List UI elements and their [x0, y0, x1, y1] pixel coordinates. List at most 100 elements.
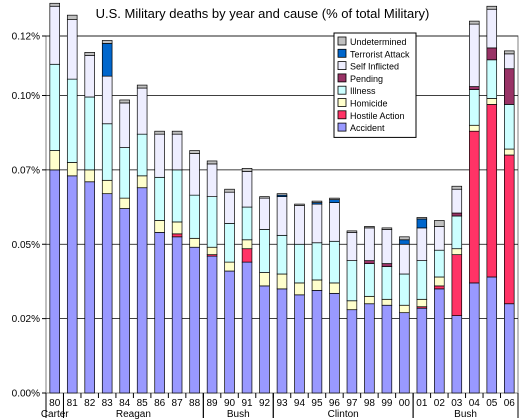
bar-segment-undetermined: [49, 2, 60, 7]
bar-segment-pending: [504, 68, 515, 105]
bar-segment-accident: [241, 261, 253, 394]
bar-segment-illness: [241, 206, 253, 241]
bar-segment-accident: [294, 294, 305, 394]
group-label: Carter: [41, 409, 69, 420]
bar-segment-homicide: [276, 273, 288, 290]
x-tick-label: 89: [207, 398, 219, 409]
bar-segment-undetermined: [469, 20, 480, 25]
bar-segment-homicide: [504, 148, 515, 156]
bar-segment-accident: [189, 246, 200, 394]
x-tick-label: 81: [67, 398, 79, 409]
bar-segment-illness: [486, 59, 498, 99]
bar-segment-homicide: [224, 261, 235, 272]
bar-segment-homicide: [119, 197, 130, 209]
legend-label: Homicide: [350, 99, 388, 109]
bar-segment-homicide: [66, 162, 78, 177]
bar-segment-illness: [399, 273, 410, 306]
legend-swatch: [337, 61, 347, 70]
bar-segment-illness: [206, 196, 218, 248]
bar-segment-undetermined: [451, 185, 463, 190]
bar-segment-undetermined: [416, 217, 428, 220]
bar-segment-accident: [66, 175, 78, 394]
bar-segment-accident: [434, 288, 445, 394]
group-label: Clinton: [328, 409, 359, 420]
bar-segment-illness: [66, 78, 78, 163]
bar-segment-homicide: [486, 98, 498, 105]
bar-segment-homicide: [364, 295, 375, 305]
bar-segment-illness: [119, 147, 130, 199]
bar-segment-self-inflicted: [329, 202, 340, 242]
legend-swatch: [337, 85, 347, 95]
bar-segment-pending: [451, 212, 463, 217]
legend-label: Accident: [350, 123, 385, 133]
bar-segment-self-inflicted: [241, 171, 253, 208]
x-tick-label: 94: [294, 398, 306, 409]
x-tick-label: 84: [119, 398, 131, 409]
bar-segment-self-inflicted: [259, 197, 270, 230]
bar-segment-self-inflicted: [49, 5, 60, 65]
bar-segment-homicide: [329, 282, 340, 294]
x-tick-label: 83: [102, 398, 114, 409]
legend-swatch: [337, 36, 347, 46]
x-tick-label: 80: [49, 398, 61, 409]
bar-segment-undetermined: [224, 188, 235, 193]
x-tick-label: 99: [381, 398, 393, 409]
x-tick-label: 04: [469, 398, 481, 409]
bar-segment-hostile-action: [469, 130, 480, 284]
bar-segment-homicide: [241, 239, 253, 250]
y-tick-label: 0.10%: [12, 91, 40, 102]
bar-segment-accident: [486, 276, 498, 394]
bar-segment-accident: [101, 193, 113, 394]
bar-segment-self-inflicted: [486, 8, 498, 49]
bar-segment-undetermined: [171, 130, 183, 135]
bar-segment-accident: [451, 315, 463, 394]
bar-segment-illness: [101, 123, 113, 181]
bar-segment-accident: [329, 292, 340, 394]
legend-swatch: [337, 122, 347, 132]
bar-segment-self-inflicted: [136, 87, 148, 135]
bar-segment-homicide: [206, 246, 218, 256]
bar-segment-illness: [416, 260, 428, 300]
legend-swatch: [337, 73, 347, 83]
bar-segment-accident: [364, 303, 375, 394]
legend-label: Pending: [350, 74, 383, 84]
x-tick-label: 02: [434, 398, 446, 409]
y-tick-label: 0.07%: [12, 165, 40, 176]
bar-segment-illness: [84, 96, 95, 171]
bar-segment-terrorist-attack: [329, 199, 340, 203]
bar-segment-accident: [416, 307, 428, 394]
y-tick-label: 0.12%: [12, 32, 40, 43]
group-label: Bush: [454, 409, 477, 420]
bar-segment-undetermined: [434, 220, 445, 227]
chart-title: U.S. Military deaths by year and cause (…: [95, 6, 430, 21]
bar-segment-homicide: [434, 276, 445, 287]
x-tick-label: 88: [189, 398, 201, 409]
bar-segment-undetermined: [399, 236, 410, 241]
bar-segment-self-inflicted: [434, 226, 445, 251]
bar-segment-accident: [119, 208, 130, 394]
legend-label: Terrorist Attack: [350, 49, 410, 59]
bar-segment-pending: [364, 260, 375, 264]
bar-segment-illness: [154, 176, 165, 221]
bar-segment-undetermined: [346, 230, 358, 233]
bar-segment-homicide: [136, 175, 148, 189]
bar-segment-homicide: [311, 279, 323, 291]
legend-label: Self Inflicted: [350, 62, 399, 72]
bar-segment-accident: [171, 236, 183, 394]
bar-segment-self-inflicted: [294, 205, 305, 245]
bar-segment-undetermined: [136, 84, 148, 89]
bar-segment-accident: [399, 312, 410, 394]
bar-segment-illness: [329, 240, 340, 284]
bar-segment-undetermined: [189, 150, 200, 154]
bar-segment-self-inflicted: [189, 153, 200, 196]
x-tick-label: 97: [346, 398, 358, 409]
bar-segment-undetermined: [206, 160, 218, 165]
bar-segment-self-inflicted: [469, 23, 480, 87]
legend-label: Illness: [350, 86, 376, 96]
bar-segment-illness: [451, 215, 463, 250]
bar-segment-illness: [136, 133, 148, 177]
bar-segment-homicide: [346, 300, 358, 311]
bar-segment-homicide: [84, 169, 95, 183]
bar-segment-self-inflicted: [171, 133, 183, 171]
